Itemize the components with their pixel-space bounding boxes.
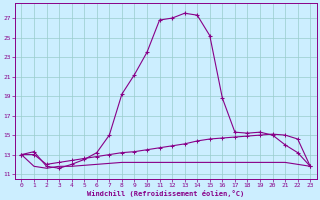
X-axis label: Windchill (Refroidissement éolien,°C): Windchill (Refroidissement éolien,°C) xyxy=(87,190,244,197)
